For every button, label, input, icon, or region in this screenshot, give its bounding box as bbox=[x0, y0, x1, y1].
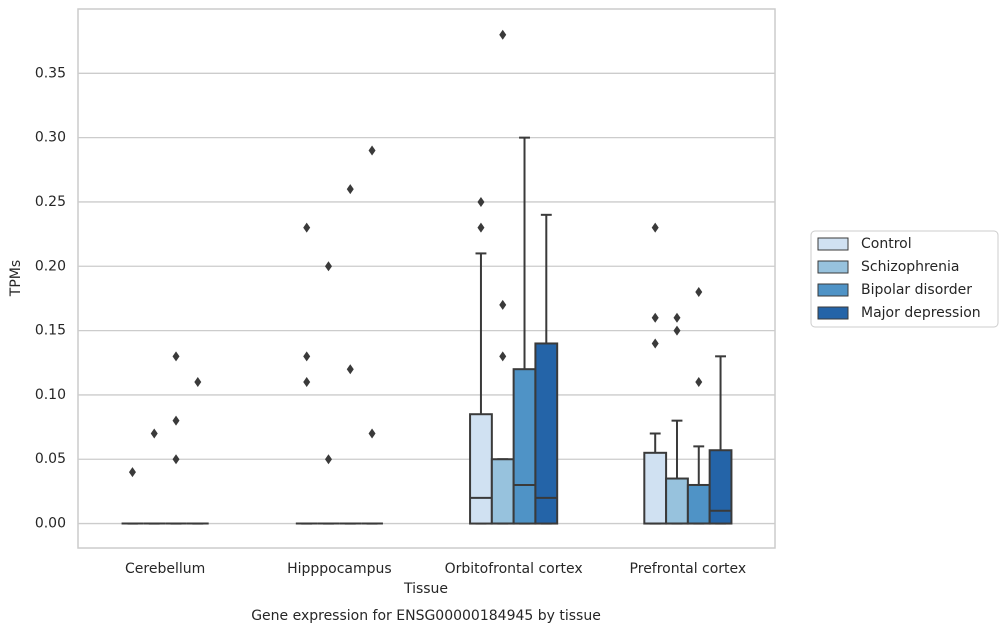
y-tick-label: 0.00 bbox=[35, 516, 66, 532]
x-axis-label: Tissue bbox=[403, 581, 448, 597]
legend-label: Schizophrenia bbox=[861, 259, 959, 275]
y-tick-label: 0.15 bbox=[35, 323, 66, 339]
legend-label: Control bbox=[861, 236, 912, 252]
legend-label: Bipolar disorder bbox=[861, 282, 972, 298]
outlier bbox=[324, 261, 332, 272]
outlier bbox=[303, 222, 311, 233]
outlier bbox=[128, 467, 136, 478]
box bbox=[469, 413, 493, 525]
chart-title: Gene expression for ENSG00000184945 by t… bbox=[251, 608, 601, 624]
y-axis-label: TPMs bbox=[8, 260, 24, 297]
x-tick-label: Orbitofrontal cortex bbox=[445, 561, 583, 577]
outlier bbox=[303, 351, 311, 362]
outlier bbox=[651, 222, 659, 233]
box bbox=[708, 449, 733, 525]
box bbox=[686, 483, 711, 525]
outlier bbox=[477, 196, 485, 207]
y-tick-label: 0.10 bbox=[35, 387, 66, 403]
outlier bbox=[651, 338, 659, 349]
y-tick-label: 0.05 bbox=[35, 451, 66, 467]
outlier bbox=[324, 454, 332, 465]
box bbox=[534, 342, 559, 525]
legend-label: Major depression bbox=[861, 305, 981, 321]
outlier bbox=[303, 377, 311, 388]
y-tick-label: 0.20 bbox=[35, 258, 66, 274]
outlier bbox=[695, 377, 703, 388]
x-tick-label: Hipppocampus bbox=[287, 561, 392, 577]
outlier bbox=[651, 312, 659, 323]
outlier bbox=[499, 351, 507, 362]
y-tick-label: 0.25 bbox=[35, 194, 66, 210]
box bbox=[665, 477, 689, 525]
x-tick-label: Prefrontal cortex bbox=[630, 561, 747, 577]
outlier bbox=[368, 428, 376, 439]
outlier bbox=[346, 184, 354, 195]
outlier bbox=[499, 29, 507, 40]
outlier bbox=[499, 299, 507, 310]
legend-swatch bbox=[817, 260, 849, 274]
plot-frame bbox=[77, 8, 776, 549]
outlier bbox=[477, 222, 485, 233]
outlier bbox=[346, 364, 354, 375]
outlier bbox=[673, 325, 681, 336]
y-tick-label: 0.30 bbox=[35, 130, 66, 146]
legend-swatch bbox=[817, 237, 849, 251]
legend-swatch bbox=[817, 306, 849, 320]
outlier bbox=[172, 351, 180, 362]
outlier bbox=[172, 454, 180, 465]
outlier bbox=[150, 428, 158, 439]
legend-frame bbox=[810, 230, 999, 328]
box bbox=[490, 458, 515, 525]
outlier bbox=[368, 145, 376, 156]
box bbox=[512, 368, 537, 525]
box bbox=[643, 451, 668, 525]
outlier bbox=[673, 312, 681, 323]
outlier bbox=[194, 377, 202, 388]
y-tick-label: 0.35 bbox=[35, 65, 66, 81]
outlier bbox=[695, 287, 703, 298]
x-tick-label: Cerebellum bbox=[125, 561, 205, 577]
legend-swatch bbox=[817, 283, 849, 297]
outlier bbox=[172, 415, 180, 426]
